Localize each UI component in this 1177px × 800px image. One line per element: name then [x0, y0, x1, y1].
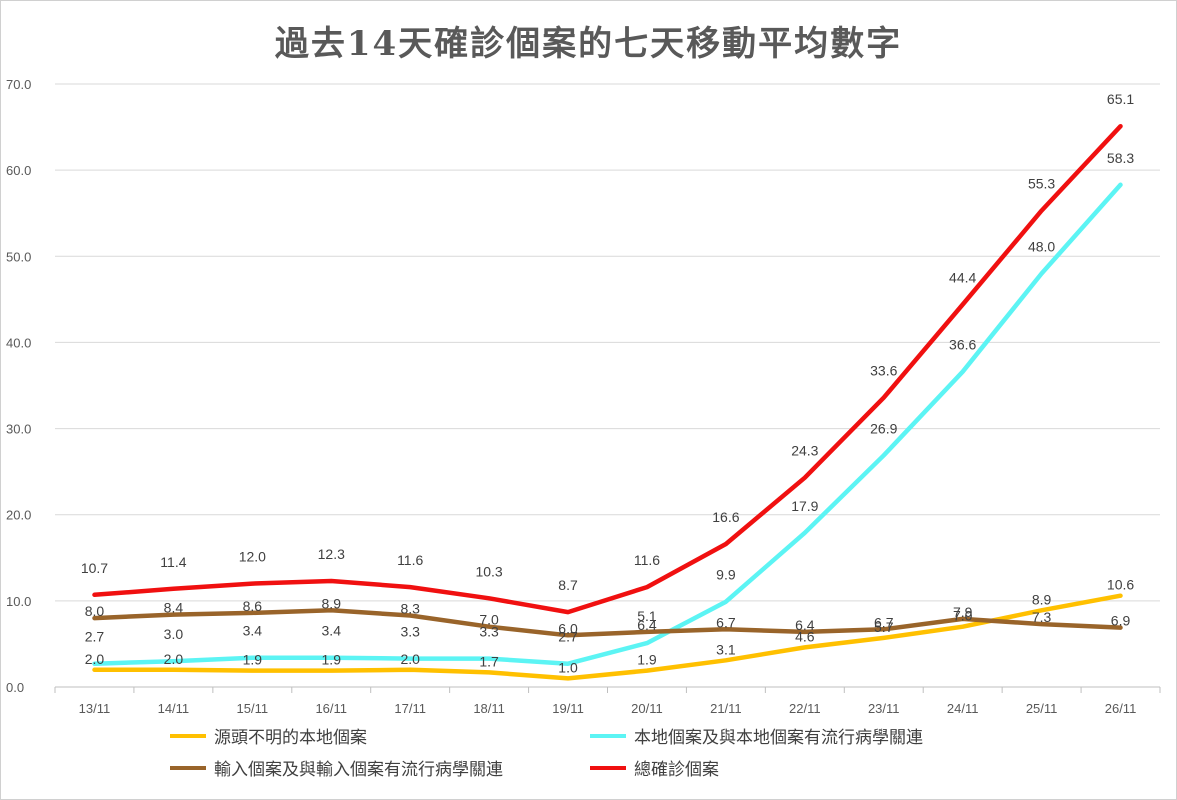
data-label: 2.0 — [164, 651, 184, 667]
x-tick-label: 25/11 — [1026, 701, 1058, 716]
data-label: 8.0 — [85, 603, 105, 619]
data-label: 33.6 — [870, 363, 897, 379]
data-label: 8.7 — [558, 577, 578, 593]
data-label: 6.7 — [874, 614, 894, 630]
data-label: 4.6 — [795, 628, 815, 644]
data-labels: 2.0 2.0 1.9 1.9 2.0 1.7 1.0 1.9 3.1 4.6 5.7 7.0 8.9 1… — [81, 91, 1135, 675]
grid-lines — [55, 83, 1160, 688]
x-tick-label: 13/11 — [79, 701, 111, 716]
data-label: 8.4 — [164, 600, 184, 616]
data-label: 9.9 — [716, 567, 736, 583]
x-axis: 13/11 14/11 15/11 16/11 17/11 18/11 19/11 20/11… — [54, 686, 1161, 716]
data-label: 2.7 — [558, 629, 578, 645]
data-label: 16.6 — [712, 509, 739, 525]
data-label: 11.6 — [397, 552, 423, 568]
data-label: 1.9 — [243, 652, 263, 668]
data-label: 8.3 — [400, 601, 420, 617]
data-label: 7.3 — [1032, 609, 1052, 625]
data-label: 1.9 — [637, 652, 657, 668]
x-tick-label: 26/11 — [1105, 701, 1137, 716]
data-label: 6.4 — [795, 617, 815, 633]
y-axis: 0.0 10.0 20.0 30.0 40.0 50.0 60.0 70.0 — [6, 77, 31, 695]
x-tick-label: 15/11 — [237, 701, 269, 716]
data-label: 10.3 — [475, 563, 502, 579]
y-tick-label: 30.0 — [6, 422, 31, 437]
data-label: 10.6 — [1107, 577, 1134, 593]
chart-title: 過去14天確診個案的七天移動平均數字 — [274, 24, 903, 64]
data-label: 58.3 — [1107, 150, 1134, 166]
data-label: 55.3 — [1028, 176, 1055, 192]
data-label: 3.4 — [322, 623, 342, 639]
data-label: 36.6 — [949, 337, 976, 353]
x-tick-label: 18/11 — [473, 701, 505, 716]
data-label: 24.3 — [791, 443, 818, 459]
data-label: 12.3 — [318, 546, 345, 562]
data-label: 6.9 — [1111, 613, 1131, 629]
y-tick-label: 10.0 — [6, 594, 31, 609]
data-label: 6.4 — [637, 617, 657, 633]
x-tick-label: 17/11 — [394, 701, 426, 716]
data-label: 10.7 — [81, 560, 108, 576]
data-label: 2.0 — [85, 651, 105, 667]
x-tick-label: 20/11 — [631, 701, 663, 716]
data-label: 11.4 — [160, 554, 186, 570]
data-label: 12.0 — [239, 549, 266, 565]
data-label: 8.6 — [243, 598, 263, 614]
data-label: 6.0 — [558, 620, 578, 636]
data-label: 3.3 — [479, 624, 499, 640]
data-label: 3.4 — [243, 623, 263, 639]
data-label: 65.1 — [1107, 91, 1134, 107]
series-lines — [92, 123, 1123, 681]
data-label: 2.0 — [400, 651, 420, 667]
y-tick-label: 40.0 — [6, 335, 31, 350]
data-label: 1.0 — [558, 659, 578, 675]
data-label: 2.7 — [85, 629, 105, 645]
y-tick-label: 60.0 — [6, 163, 31, 178]
data-label: 44.4 — [949, 270, 976, 286]
data-label: 5.7 — [874, 619, 894, 635]
data-label: 1.7 — [479, 653, 499, 669]
data-label: 3.0 — [164, 626, 184, 642]
data-label: 6.7 — [716, 614, 736, 630]
x-tick-label: 19/11 — [552, 701, 584, 716]
y-tick-label: 0.0 — [6, 680, 24, 695]
data-label: 5.1 — [637, 608, 657, 624]
data-label: 1.9 — [322, 652, 342, 668]
x-tick-label: 21/11 — [710, 701, 742, 716]
series-line-1 — [92, 182, 1123, 666]
data-label: 7.0 — [953, 608, 973, 624]
data-label: 8.9 — [1032, 591, 1052, 607]
data-label: 3.3 — [400, 624, 420, 640]
data-label: 26.9 — [870, 420, 897, 436]
x-tick-label: 14/11 — [158, 701, 190, 716]
y-tick-label: 20.0 — [6, 508, 31, 523]
y-tick-label: 70.0 — [6, 77, 31, 92]
x-tick-label: 24/11 — [947, 701, 979, 716]
data-label: 11.6 — [634, 552, 660, 568]
y-tick-label: 50.0 — [6, 249, 31, 264]
x-tick-label: 23/11 — [868, 701, 900, 716]
data-label: 8.9 — [322, 595, 342, 611]
data-label: 3.1 — [716, 641, 736, 657]
data-label: 17.9 — [791, 498, 818, 514]
x-tick-label: 22/11 — [789, 701, 821, 716]
series-line-2 — [92, 608, 1123, 638]
data-label: 7.0 — [479, 612, 499, 628]
series-line-3 — [92, 123, 1123, 615]
data-label: 7.9 — [953, 604, 973, 620]
x-tick-label: 16/11 — [315, 701, 347, 716]
data-label: 48.0 — [1028, 239, 1055, 255]
series-line-0 — [92, 593, 1123, 681]
